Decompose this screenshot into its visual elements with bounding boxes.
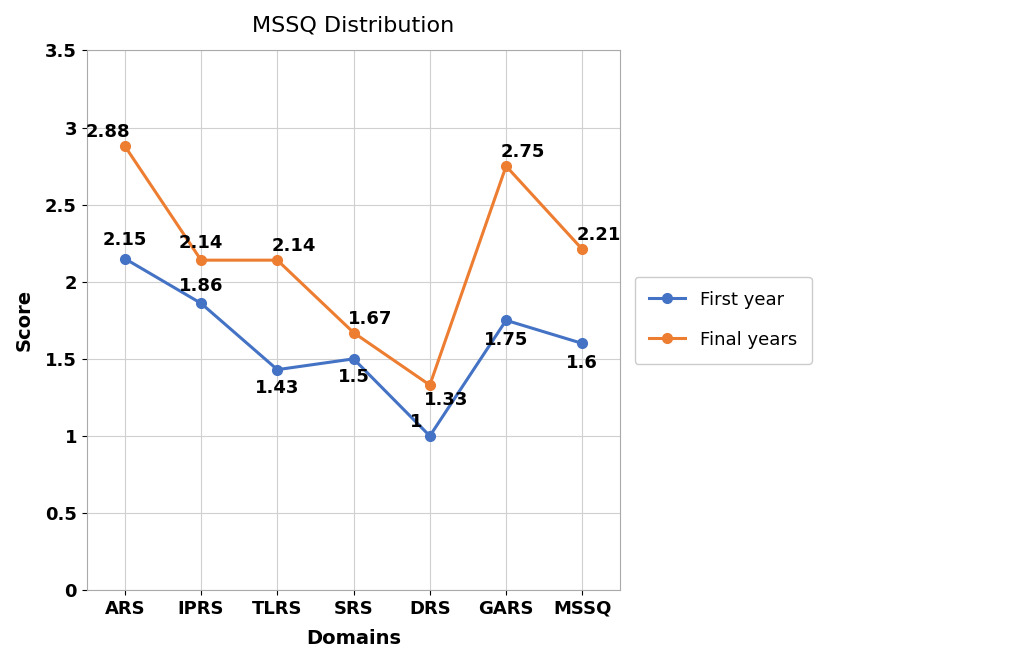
Text: 1.75: 1.75 [484, 332, 529, 349]
Final years [424, 381, 436, 389]
X-axis label: Domains: Domains [306, 629, 401, 648]
Text: 2.88: 2.88 [86, 123, 130, 141]
Final years [348, 329, 360, 337]
Text: 1.86: 1.86 [179, 277, 223, 296]
Text: 2.14: 2.14 [272, 237, 316, 255]
Line: Final years: Final years [120, 141, 587, 390]
First year [271, 366, 283, 374]
Text: 1.5: 1.5 [338, 369, 370, 387]
Text: 1.6: 1.6 [566, 355, 599, 373]
First year [500, 316, 513, 324]
Line: First year: First year [120, 254, 587, 441]
First year [348, 355, 360, 363]
Final years [118, 142, 130, 150]
Text: 1.43: 1.43 [255, 379, 299, 397]
First year [118, 255, 130, 263]
Final years [271, 256, 283, 264]
Final years [576, 245, 588, 253]
Title: MSSQ Distribution: MSSQ Distribution [253, 15, 455, 35]
Text: 2.21: 2.21 [577, 227, 622, 245]
Text: 2.75: 2.75 [500, 143, 545, 161]
Text: 2.15: 2.15 [103, 231, 147, 249]
Text: 1.33: 1.33 [425, 391, 469, 410]
First year [576, 339, 588, 347]
Y-axis label: Score: Score [15, 289, 34, 351]
First year [195, 300, 207, 308]
Final years [195, 256, 207, 264]
First year [424, 432, 436, 440]
Legend: First year, Final years: First year, Final years [635, 276, 812, 364]
Text: 2.14: 2.14 [179, 234, 223, 252]
Text: 1: 1 [409, 413, 423, 431]
Final years [500, 162, 513, 170]
Text: 1.67: 1.67 [348, 310, 392, 328]
